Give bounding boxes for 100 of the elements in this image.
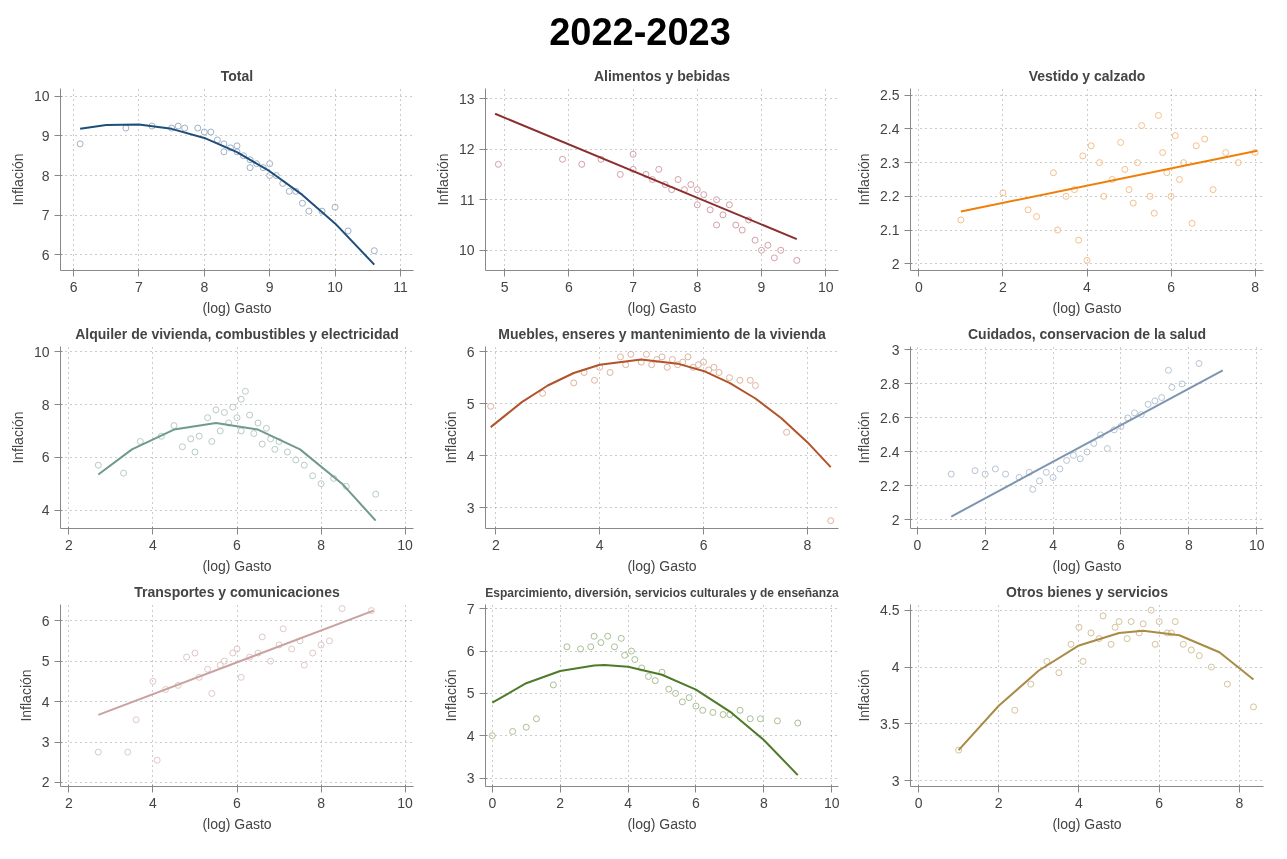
y-tick-label: 4 <box>41 502 50 519</box>
y-tick-label: 2.1 <box>880 222 900 239</box>
y-tick-label: 2.4 <box>880 443 900 460</box>
y-tick-label: 6 <box>41 246 50 263</box>
x-tick-label: 4 <box>149 794 158 811</box>
y-axis-title: Inflación <box>9 411 26 464</box>
x-tick-label: 4 <box>149 536 158 553</box>
x-tick-label: 10 <box>327 278 344 295</box>
x-tick-label: 2 <box>994 794 1003 811</box>
y-axis-title: Inflación <box>442 669 459 722</box>
x-tick-label: 11 <box>393 278 408 295</box>
y-tick-label: 3 <box>891 772 900 789</box>
chart-title: Total <box>220 67 254 84</box>
x-tick-label: 4 <box>1049 536 1058 553</box>
y-tick-label: 10 <box>458 242 475 259</box>
chart-title: Vestido y calzado <box>1028 67 1146 84</box>
x-tick-label: 0 <box>915 278 924 295</box>
x-tick-label: 2 <box>65 794 74 811</box>
chart-title: Alquiler de vivienda, combustibles y electricidad <box>75 325 399 342</box>
x-axis-title: (log) Gasto <box>202 557 272 574</box>
y-tick-label: 2 <box>891 512 900 528</box>
x-tick-label: 6 <box>233 794 242 811</box>
y-tick-label: 5 <box>466 685 475 702</box>
x-tick-label: 0 <box>914 794 923 811</box>
x-axis-title: (log) Gasto <box>627 557 697 574</box>
x-tick-label: 6 <box>699 536 708 553</box>
x-tick-label: 4 <box>624 794 633 811</box>
y-tick-label: 3 <box>891 341 900 358</box>
y-tick-label: 13 <box>458 90 475 107</box>
chart-title: Muebles, enseres y mantenimiento de la vivienda <box>498 325 826 342</box>
x-tick-label: 2 <box>981 536 990 553</box>
y-tick-label: 7 <box>41 207 50 224</box>
x-tick-label: 10 <box>823 794 840 811</box>
y-tick-label: 4 <box>466 727 475 744</box>
y-axis-title: Inflación <box>434 153 451 206</box>
x-tick-label: 9 <box>757 278 766 295</box>
x-tick-label: 0 <box>488 794 497 811</box>
chart-title: Transportes y comunicaciones <box>134 583 340 600</box>
x-tick-label: 4 <box>1075 794 1084 811</box>
y-tick-label: 10 <box>33 88 50 105</box>
x-axis-title: (log) Gasto <box>1052 815 1122 832</box>
x-tick-label: 7 <box>629 278 638 295</box>
y-tick-label: 2.2 <box>880 188 900 205</box>
y-tick-label: 2 <box>41 774 50 791</box>
x-axis-title: (log) Gasto <box>202 299 272 316</box>
x-tick-label: 2 <box>556 794 565 811</box>
x-tick-label: 6 <box>1155 794 1164 811</box>
x-tick-label: 6 <box>565 278 574 295</box>
y-tick-label: 4 <box>891 659 900 676</box>
x-tick-label: 8 <box>1184 536 1193 553</box>
x-tick-label: 10 <box>397 536 414 553</box>
y-tick-label: 11 <box>459 191 475 208</box>
chart-title: Alimentos y bebidas <box>593 67 731 84</box>
x-tick-label: 6 <box>1167 278 1176 295</box>
y-tick-label: 2 <box>891 255 900 272</box>
x-tick-label: 6 <box>692 794 701 811</box>
y-tick-label: 2.4 <box>880 120 900 137</box>
x-tick-label: 8 <box>759 794 768 811</box>
y-axis-title: Inflación <box>856 669 873 722</box>
x-tick-label: 4 <box>1083 278 1092 295</box>
x-tick-label: 2 <box>999 278 1008 295</box>
y-tick-label: 10 <box>33 343 50 360</box>
x-axis-title: (log) Gasto <box>1052 299 1122 316</box>
y-axis-title: Inflación <box>17 669 34 722</box>
y-tick-label: 12 <box>458 141 475 158</box>
chart-title: Cuidados, conservacion de la salud <box>967 325 1207 342</box>
x-tick-label: 8 <box>1251 278 1260 295</box>
y-tick-label: 5 <box>41 653 50 670</box>
y-tick-label: 4.5 <box>880 602 900 619</box>
x-axis-title: (log) Gasto <box>1052 557 1122 574</box>
y-axis-title: Inflación <box>856 411 873 464</box>
x-tick-label: 6 <box>69 278 78 295</box>
y-tick-label: 3 <box>466 770 475 787</box>
y-tick-label: 8 <box>41 167 50 184</box>
x-tick-label: 10 <box>1248 536 1265 553</box>
y-tick-label: 6 <box>41 612 50 629</box>
y-tick-label: 9 <box>41 127 50 144</box>
x-tick-label: 8 <box>1235 794 1244 811</box>
y-tick-label: 4 <box>41 693 50 710</box>
x-tick-label: 2 <box>491 536 500 553</box>
chart-title: Esparcimiento, diversión, servicios culturales y de enseñanza <box>485 585 840 600</box>
x-axis-title: (log) Gasto <box>627 299 697 316</box>
y-tick-label: 3 <box>466 499 475 516</box>
y-tick-label: 2.5 <box>880 87 900 104</box>
y-tick-label: 2.8 <box>880 375 900 392</box>
x-tick-label: 5 <box>500 278 509 295</box>
y-tick-label: 3 <box>41 734 50 751</box>
y-tick-label: 3.5 <box>880 715 900 732</box>
y-tick-label: 6 <box>466 343 475 360</box>
y-tick-label: 4 <box>466 447 475 464</box>
x-axis-title: (log) Gasto <box>202 815 272 832</box>
x-tick-label: 10 <box>397 794 414 811</box>
x-tick-label: 6 <box>1117 536 1126 553</box>
x-tick-label: 0 <box>913 536 922 553</box>
y-tick-label: 6 <box>466 643 475 660</box>
x-tick-label: 8 <box>317 794 326 811</box>
y-tick-label: 7 <box>466 600 475 617</box>
x-tick-label: 6 <box>233 536 242 553</box>
y-tick-label: 8 <box>41 396 50 413</box>
y-tick-label: 5 <box>466 395 475 412</box>
